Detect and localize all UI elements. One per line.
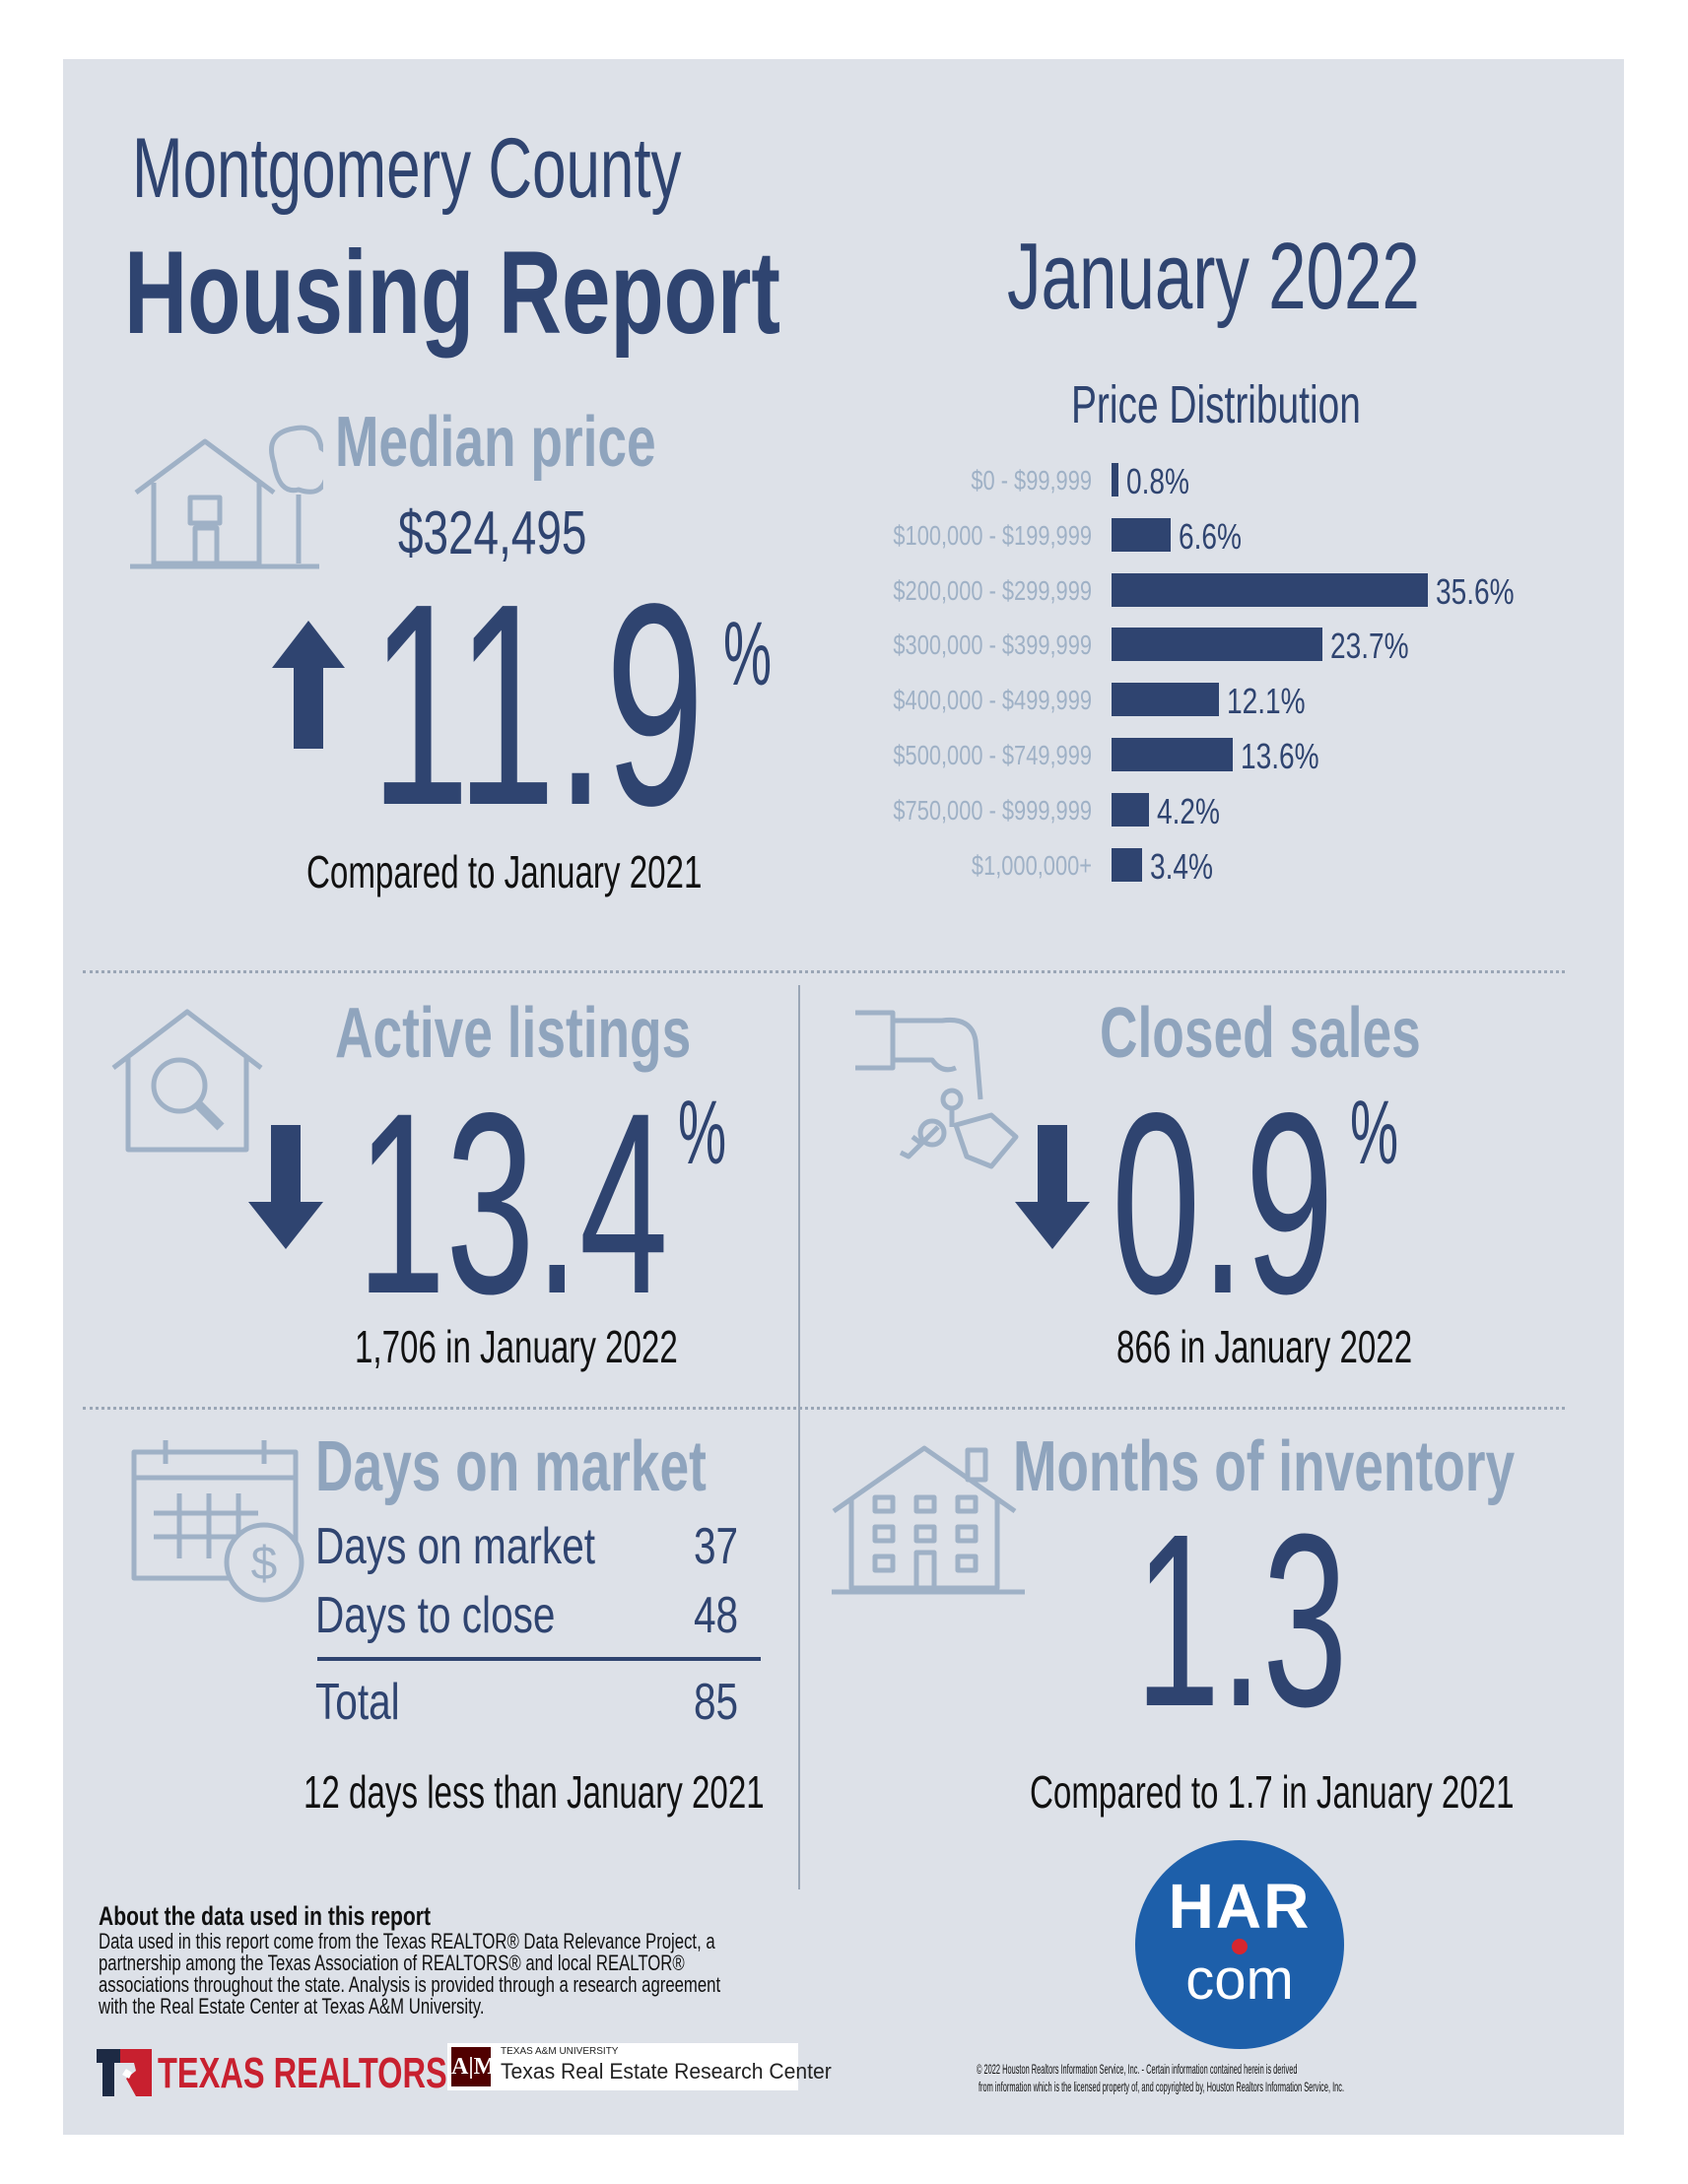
price-bar-value: 35.6% <box>1436 570 1515 612</box>
svg-text:$: $ <box>251 1538 278 1590</box>
price-range-label: $400,000 - $499,999 <box>893 685 1092 716</box>
price-bar <box>1112 792 1149 827</box>
price-range-label: $500,000 - $749,999 <box>893 740 1092 770</box>
hand-keys-icon <box>855 1010 1019 1169</box>
arrow-down-icon <box>248 1125 323 1249</box>
days-on-market-label: Days on market <box>315 1518 596 1575</box>
days-on-market-value: 37 <box>694 1518 739 1575</box>
days-total-label: Total <box>315 1674 400 1731</box>
arrow-up-icon <box>272 621 345 749</box>
har-logo-top: HAR <box>1168 1871 1312 1942</box>
tamu-logo: A|M TEXAS A&M UNIVERSITY Texas Real Esta… <box>447 2043 832 2090</box>
days-to-close-label: Days to close <box>315 1587 556 1644</box>
closed-sales-change: 0.9 <box>1112 1059 1334 1348</box>
copyright-line-1: © 2022 Houston Realtors Information Serv… <box>977 2061 1298 2077</box>
copyright-line-2: from information which is the licensed p… <box>979 2079 1345 2094</box>
price-bar-value: 6.6% <box>1178 515 1242 557</box>
price-range-label: $750,000 - $999,999 <box>893 794 1092 826</box>
price-bar-value: 12.1% <box>1227 681 1306 722</box>
price-range-label: $200,000 - $299,999 <box>893 574 1092 606</box>
about-body: Data used in this report come from the T… <box>99 1929 721 2019</box>
tamu-mark-icon: A|M <box>451 2047 496 2086</box>
active-listings-change: 13.4 <box>357 1059 669 1348</box>
active-listings-heading: Active listings <box>335 994 692 1073</box>
active-listings-unit: % <box>678 1083 727 1183</box>
closed-sales-unit: % <box>1350 1083 1399 1183</box>
price-bar <box>1112 683 1220 717</box>
months-inventory-note: Compared to 1.7 in January 2021 <box>1030 1766 1515 1818</box>
report-title: Housing Report <box>124 227 780 359</box>
active-listings-note: 1,706 in January 2022 <box>355 1321 678 1372</box>
closed-sales-heading: Closed sales <box>1100 994 1421 1073</box>
closed-sales-note: 866 in January 2022 <box>1116 1321 1413 1372</box>
price-range-label: $100,000 - $199,999 <box>893 519 1092 551</box>
price-bar-value: 3.4% <box>1149 845 1213 887</box>
median-price-unit: % <box>723 604 773 704</box>
price-bar <box>1112 847 1142 882</box>
divider-top <box>83 970 1565 973</box>
days-to-close-value: 48 <box>694 1587 739 1644</box>
median-price-value: $324,495 <box>398 499 587 567</box>
county-title: Montgomery County <box>132 121 682 216</box>
house-tree-icon <box>130 425 323 569</box>
price-bar <box>1112 572 1429 607</box>
months-inventory-heading: Months of inventory <box>1013 1427 1516 1506</box>
months-inventory-value: 1.3 <box>1135 1483 1348 1757</box>
price-bar <box>1112 517 1171 552</box>
price-range-label: $1,000,000+ <box>971 849 1092 881</box>
texas-realtors-logo-icon <box>97 2049 152 2096</box>
apartment-building-icon <box>832 1445 1025 1595</box>
har-logo-bottom: com <box>1185 1948 1294 2012</box>
arrow-down-icon <box>1015 1125 1090 1249</box>
days-on-market-note: 12 days less than January 2021 <box>304 1766 765 1818</box>
price-bar-value: 13.6% <box>1240 736 1319 776</box>
har-logo: HAR com <box>1135 1840 1344 2049</box>
price-bar-value: 4.2% <box>1156 790 1220 831</box>
price-bar <box>1112 738 1233 771</box>
price-range-label: $0 - $99,999 <box>971 465 1092 496</box>
total-rule <box>317 1657 761 1661</box>
price-bar-value: 23.7% <box>1329 626 1409 667</box>
days-on-market-heading: Days on market <box>315 1427 707 1506</box>
house-search-icon <box>111 1009 263 1153</box>
calendar-dollar-icon: $ <box>131 1440 304 1603</box>
tamu-center-label: Texas Real Estate Research Center <box>501 2059 832 2084</box>
median-price-note: Compared to January 2021 <box>306 846 703 897</box>
divider-middle <box>83 1407 1565 1410</box>
about-heading: About the data used in this report <box>99 1901 431 1931</box>
days-total-value: 85 <box>694 1674 739 1731</box>
tamu-university-label: TEXAS A&M UNIVERSITY <box>501 2046 619 2057</box>
price-range-label: $300,000 - $399,999 <box>893 629 1092 661</box>
price-distribution-heading: Price Distribution <box>1071 375 1361 434</box>
price-bar <box>1112 463 1119 496</box>
price-bar <box>1112 628 1322 662</box>
texas-realtors-logo: TEXAS REALTORS <box>158 2049 447 2097</box>
divider-vertical <box>798 985 800 1889</box>
median-price-change: 11.9 <box>371 544 705 865</box>
report-panel <box>63 59 1624 2135</box>
median-price-heading: Median price <box>335 403 656 482</box>
har-dot-icon <box>1232 1939 1248 1954</box>
price-bar-value: 0.8% <box>1126 461 1190 501</box>
report-period: January 2022 <box>1007 224 1420 329</box>
